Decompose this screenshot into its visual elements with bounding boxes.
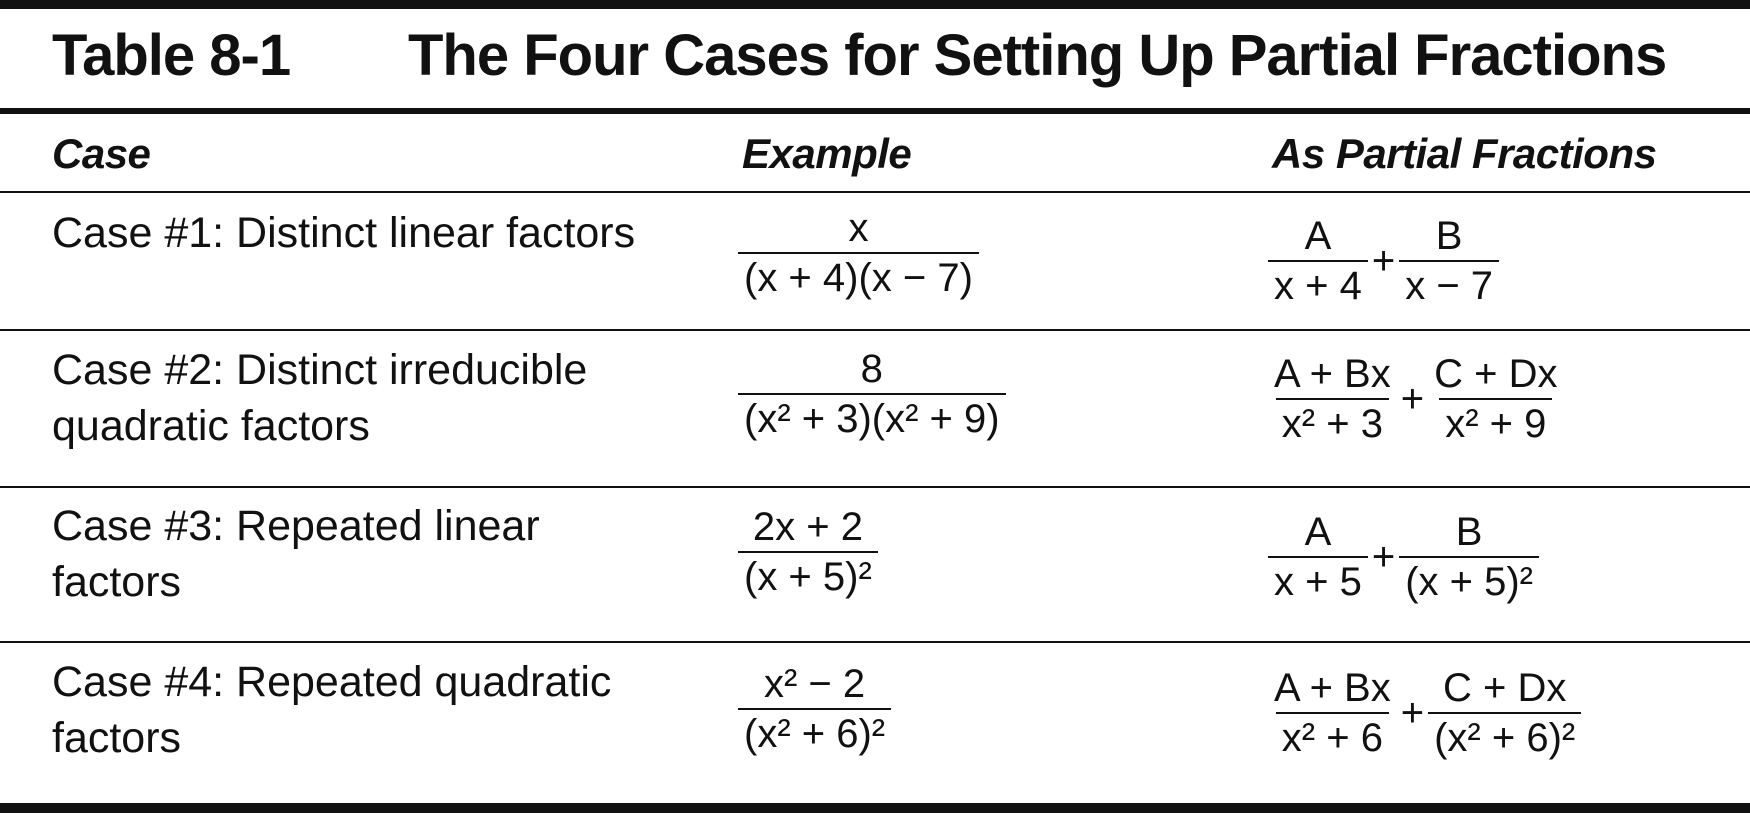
partial-2-denominator: (x² + 6)² <box>1428 712 1582 762</box>
example-numerator: x² − 2 <box>763 662 866 706</box>
partial-1-numerator: A <box>1304 510 1332 554</box>
header-example: Example <box>742 130 912 177</box>
example-numerator: 2x + 2 <box>752 505 863 549</box>
table-row-1-example: x (x + 4)(x − 7) <box>738 204 979 302</box>
table-row-3-case: Case #3: Repeated linear factors <box>52 502 540 606</box>
bottom-rule <box>0 803 1750 813</box>
example-denominator: (x + 4)(x − 7) <box>738 252 979 302</box>
table-label: Table 8-1 <box>52 23 291 88</box>
example-numerator: x <box>848 206 869 250</box>
partial-1-denominator: x + 4 <box>1268 260 1368 310</box>
header-rule <box>0 191 1750 193</box>
partial-2-denominator: (x + 5)² <box>1399 556 1539 606</box>
partial-2-numerator: C + Dx <box>1442 666 1567 710</box>
partial-2-numerator: B <box>1435 214 1463 258</box>
table-row-4-case: Case #4: Repeated quadratic factors <box>52 658 612 762</box>
table-row-4-partial: A + Bx x² + 6 + C + Dx (x² + 6)² <box>1268 664 1582 762</box>
example-denominator: (x + 5)² <box>738 551 878 601</box>
partial-1-denominator: x + 5 <box>1268 556 1368 606</box>
table-row-2-partial: A + Bx x² + 3 + C + Dx x² + 9 <box>1268 350 1563 448</box>
header-case: Case <box>52 130 151 177</box>
row-rule-2 <box>0 486 1750 488</box>
partial-1-denominator: x² + 3 <box>1275 398 1389 448</box>
header-partial: As Partial Fractions <box>1272 130 1657 177</box>
table-title: The Four Cases for Setting Up Partial Fr… <box>408 23 1667 88</box>
example-numerator: 8 <box>860 347 883 391</box>
partial-1-denominator: x² + 6 <box>1275 712 1389 762</box>
plus-sign: + <box>1371 534 1396 579</box>
top-rule <box>0 0 1750 9</box>
partial-2-numerator: B <box>1455 510 1483 554</box>
row-rule-1 <box>0 329 1750 331</box>
table-row-3-example: 2x + 2 (x + 5)² <box>738 503 878 601</box>
table-row-1-case: Case #1: Distinct linear factors <box>52 209 636 257</box>
plus-sign: + <box>1400 376 1425 421</box>
row-rule-3 <box>0 641 1750 643</box>
example-denominator: (x² + 6)² <box>738 708 892 758</box>
example-denominator: (x² + 3)(x² + 9) <box>738 393 1006 443</box>
partial-2-denominator: x − 7 <box>1399 260 1500 310</box>
plus-sign: + <box>1371 238 1396 283</box>
partial-1-numerator: A <box>1304 214 1332 258</box>
partial-1-numerator: A + Bx <box>1274 352 1391 396</box>
partial-1-numerator: A + Bx <box>1274 666 1391 710</box>
table-caption: Table 8-1 The Four Cases for Setting Up … <box>52 22 1667 89</box>
title-rule <box>0 108 1750 114</box>
partial-2-denominator: x² + 9 <box>1439 398 1553 448</box>
plus-sign: + <box>1400 690 1425 735</box>
table-row-2-case: Case #2: Distinct irreducible quadratic … <box>52 346 588 450</box>
partial-2-numerator: C + Dx <box>1434 352 1558 396</box>
table-row-4-example: x² − 2 (x² + 6)² <box>738 660 892 758</box>
table-row-2-example: 8 (x² + 3)(x² + 9) <box>738 345 1006 443</box>
